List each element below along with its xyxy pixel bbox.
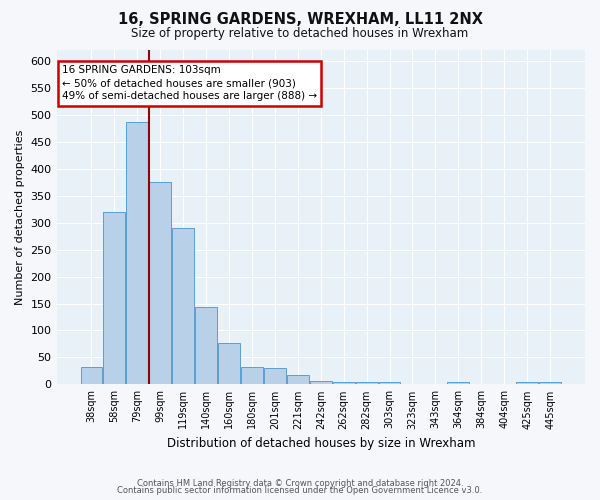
- Text: Size of property relative to detached houses in Wrexham: Size of property relative to detached ho…: [131, 28, 469, 40]
- Bar: [356, 382, 377, 384]
- Bar: [448, 382, 469, 384]
- Bar: [516, 382, 538, 384]
- Text: Contains public sector information licensed under the Open Government Licence v3: Contains public sector information licen…: [118, 486, 482, 495]
- Text: 16 SPRING GARDENS: 103sqm
← 50% of detached houses are smaller (903)
49% of semi: 16 SPRING GARDENS: 103sqm ← 50% of detac…: [62, 65, 317, 102]
- Bar: [287, 376, 309, 384]
- Bar: [310, 380, 332, 384]
- Bar: [127, 122, 148, 384]
- Bar: [241, 366, 263, 384]
- Bar: [379, 382, 400, 384]
- Bar: [80, 366, 103, 384]
- Text: Contains HM Land Registry data © Crown copyright and database right 2024.: Contains HM Land Registry data © Crown c…: [137, 478, 463, 488]
- Y-axis label: Number of detached properties: Number of detached properties: [15, 130, 25, 305]
- Bar: [172, 228, 194, 384]
- Bar: [333, 382, 355, 384]
- Bar: [103, 212, 125, 384]
- X-axis label: Distribution of detached houses by size in Wrexham: Distribution of detached houses by size …: [167, 437, 475, 450]
- Text: 16, SPRING GARDENS, WREXHAM, LL11 2NX: 16, SPRING GARDENS, WREXHAM, LL11 2NX: [118, 12, 482, 28]
- Bar: [264, 368, 286, 384]
- Bar: [539, 382, 561, 384]
- Bar: [218, 344, 240, 384]
- Bar: [195, 308, 217, 384]
- Bar: [149, 182, 171, 384]
